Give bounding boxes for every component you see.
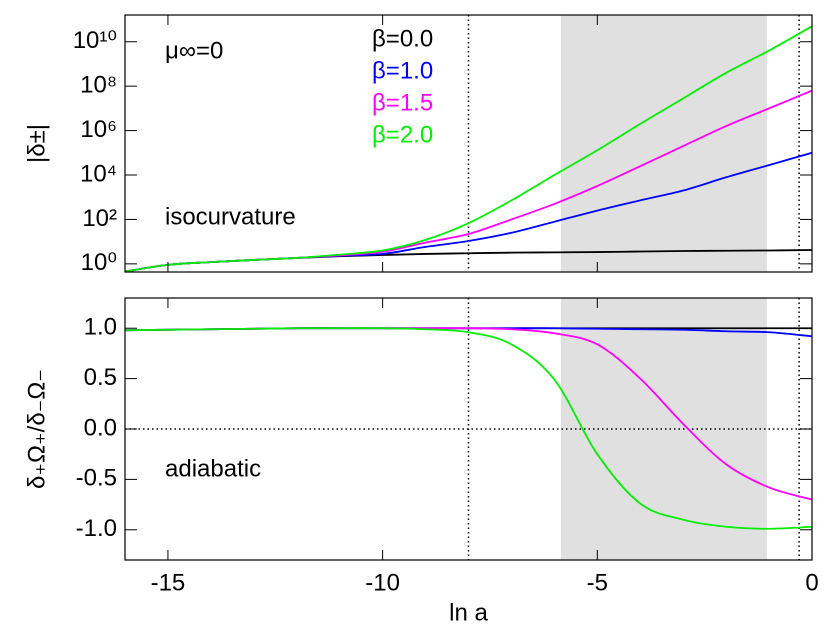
x-tick-label: 0 bbox=[805, 569, 818, 596]
x-tick-label: -5 bbox=[587, 569, 608, 596]
legend-entry: β=0.0 bbox=[372, 25, 433, 52]
legend-entry: β=1.0 bbox=[372, 57, 433, 84]
line-series bbox=[125, 25, 812, 272]
y-axis-label: |δ±| bbox=[23, 124, 50, 163]
y-tick-label: 0.5 bbox=[84, 364, 117, 391]
shaded-region bbox=[560, 15, 767, 272]
y-tick-label: -1.0 bbox=[76, 515, 117, 542]
y-tick-label: 10¹⁰ bbox=[73, 27, 117, 54]
annotation: μ∞=0 bbox=[165, 37, 223, 64]
y-tick-label: 10⁴ bbox=[80, 160, 117, 187]
y-tick-label: 10⁰ bbox=[81, 249, 117, 276]
y-tick-label: 10² bbox=[82, 205, 117, 232]
y-axis-label: δ₊Ω₊/δ₋Ω₋ bbox=[23, 369, 50, 489]
y-tick-label: 0.0 bbox=[84, 414, 117, 441]
x-tick-label: -15 bbox=[151, 569, 186, 596]
y-tick-label: -0.5 bbox=[76, 465, 117, 492]
legend-entry: β=1.5 bbox=[372, 89, 433, 116]
line-series bbox=[125, 327, 812, 530]
annotation: isocurvature bbox=[165, 203, 296, 230]
y-tick-label: 10⁸ bbox=[80, 72, 117, 99]
annotation: adiabatic bbox=[165, 455, 261, 482]
legend-entry: β=2.0 bbox=[372, 121, 433, 148]
y-tick-label: 1.0 bbox=[84, 314, 117, 341]
shaded-region bbox=[560, 298, 767, 560]
y-tick-label: 10⁶ bbox=[80, 116, 117, 143]
x-axis-label: ln a bbox=[449, 599, 488, 624]
plot-area bbox=[125, 298, 812, 560]
plot-area bbox=[125, 15, 812, 272]
x-tick-label: -10 bbox=[365, 569, 400, 596]
axes-frame bbox=[124, 14, 813, 273]
